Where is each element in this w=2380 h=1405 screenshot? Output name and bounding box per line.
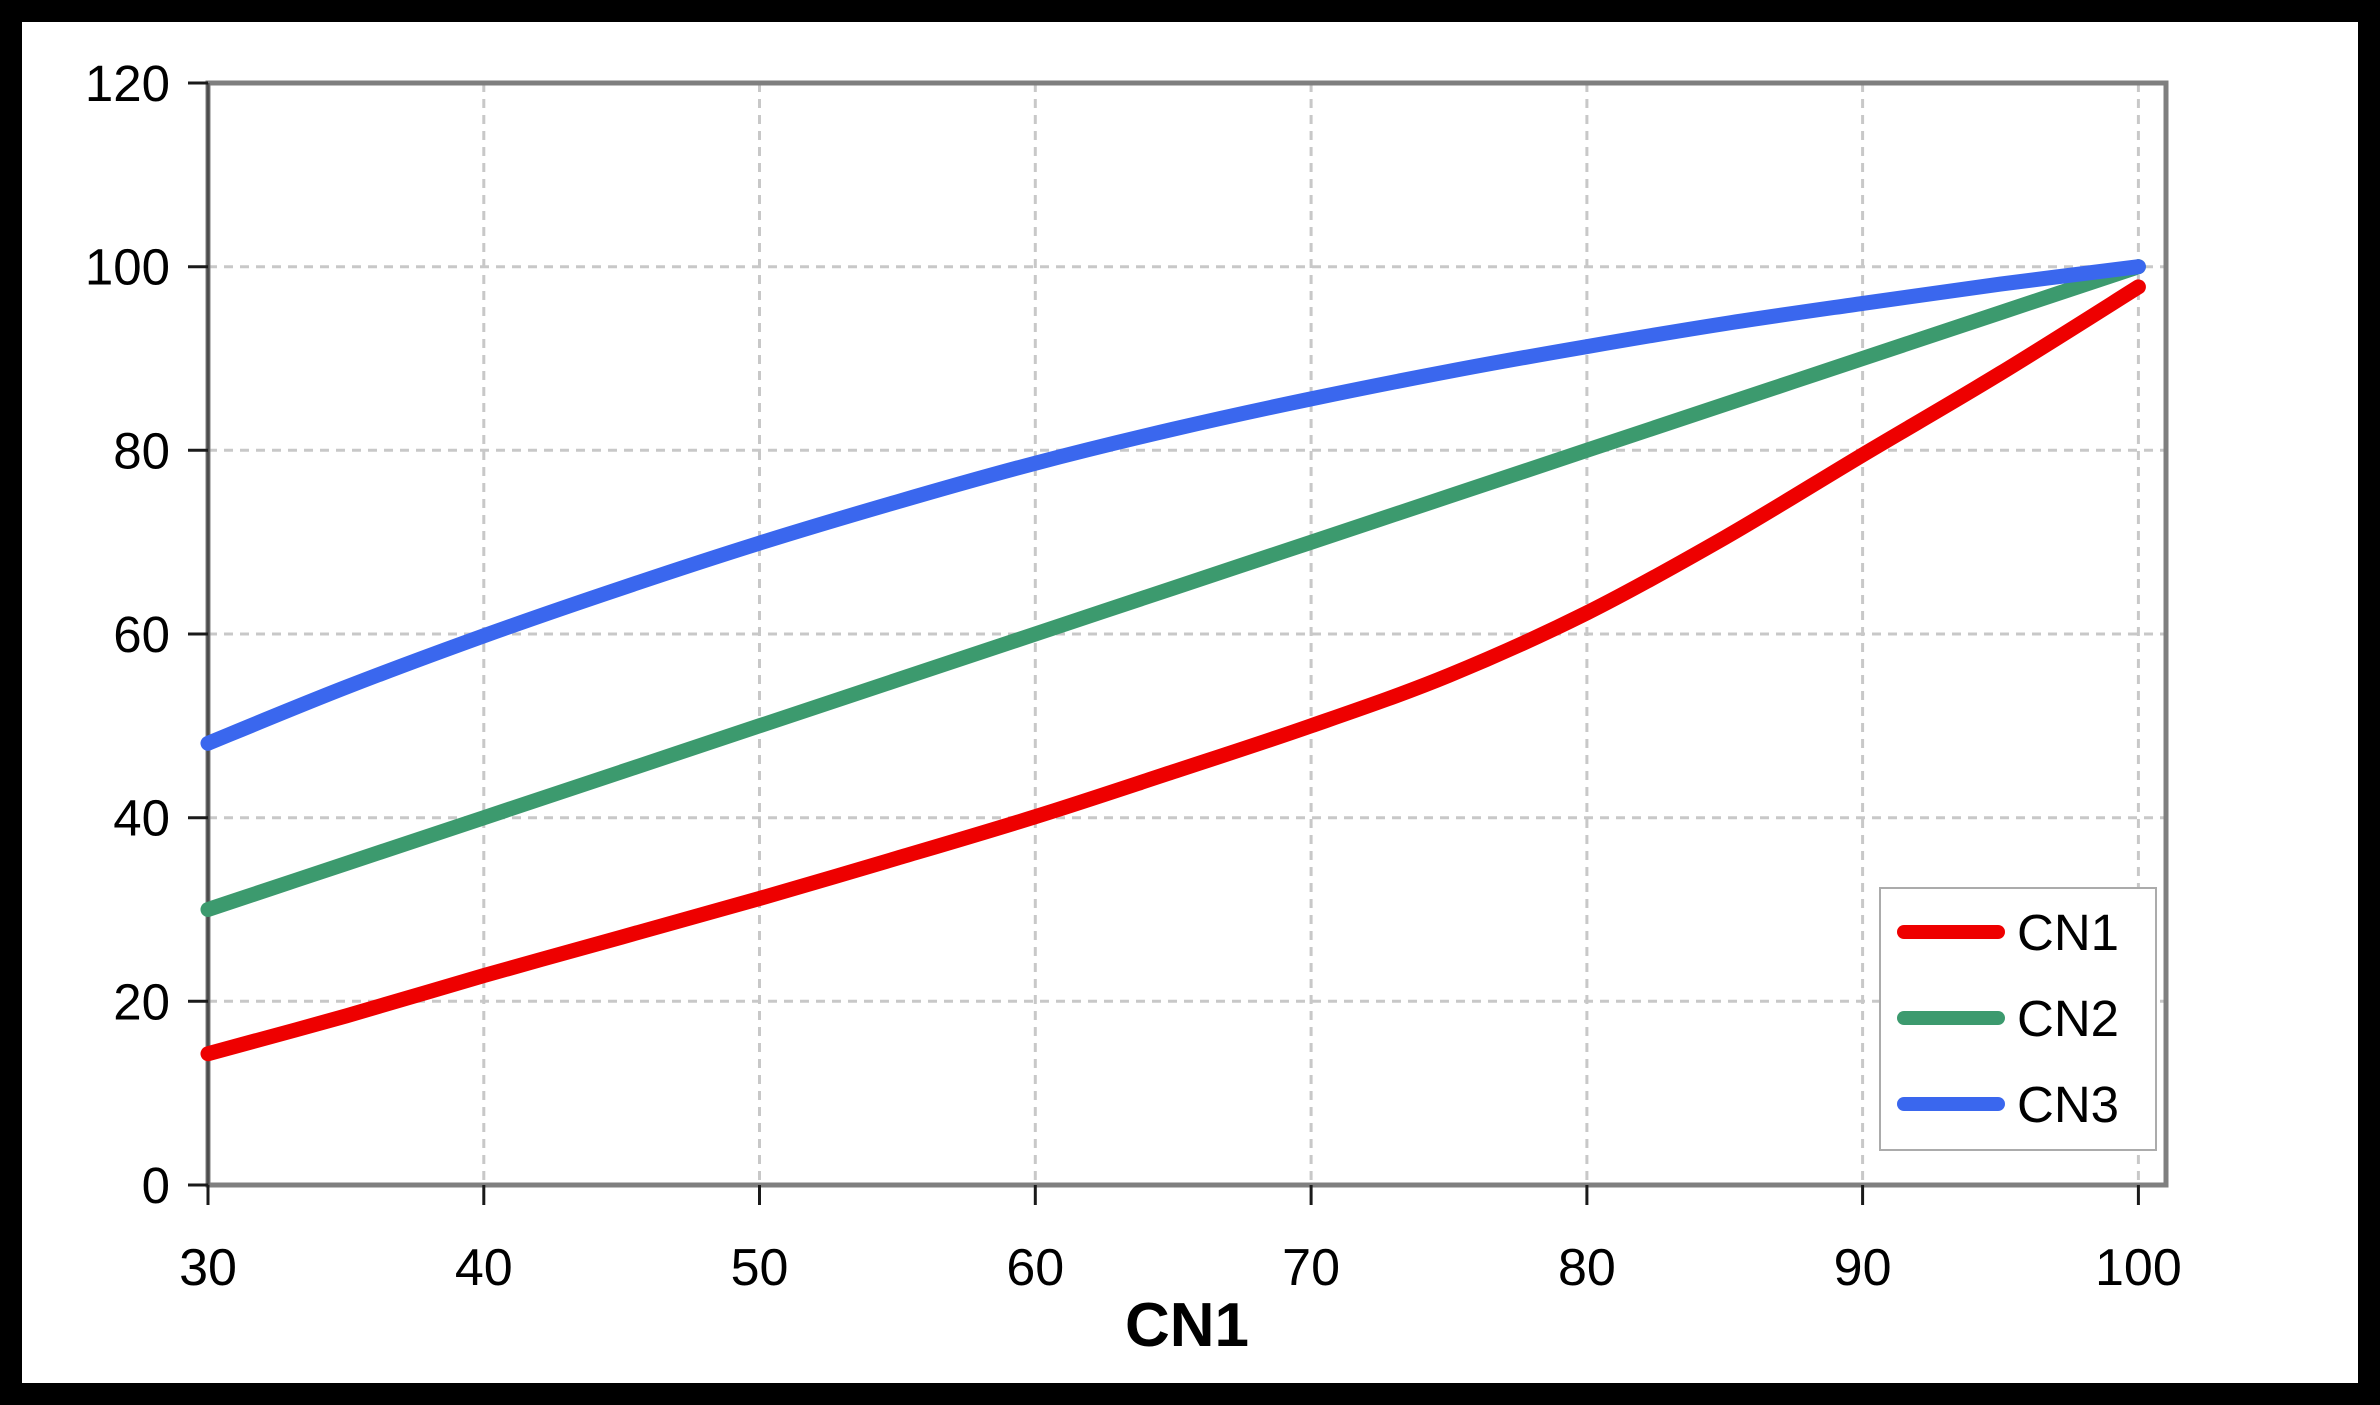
y-tick-label-120: 120 — [85, 55, 170, 112]
data-series — [200, 259, 2146, 1062]
y-tick-label-20: 20 — [113, 973, 170, 1030]
y-tick-label-100: 100 — [85, 239, 170, 296]
axis-ticks — [188, 81, 2140, 1205]
legend-line-sample-CN3 — [1897, 1097, 2005, 1111]
chart-background — [22, 22, 2358, 1383]
x-tick-label-30: 30 — [179, 1239, 237, 1297]
legend: CN1 CN2 CN3 — [1879, 887, 2157, 1151]
x-tick-label-80: 80 — [1558, 1239, 1616, 1297]
x-tick-label-60: 60 — [1006, 1239, 1064, 1297]
legend-item-CN1: CN1 — [1881, 889, 2155, 975]
series-line-CN2 — [200, 259, 2146, 917]
legend-line-sample-CN1 — [1897, 925, 2005, 939]
x-tick-label-70: 70 — [1282, 1239, 1340, 1297]
y-tick-label-60: 60 — [113, 606, 170, 663]
legend-label: CN1 — [2017, 903, 2120, 961]
y-tick-label-40: 40 — [113, 790, 170, 847]
legend-label: CN2 — [2017, 989, 2120, 1047]
x-tick-label-100: 100 — [2095, 1239, 2182, 1297]
x-tick-label-90: 90 — [1834, 1239, 1892, 1297]
legend-line-sample-CN2 — [1897, 1011, 2005, 1025]
x-tick-label-50: 50 — [731, 1239, 789, 1297]
series-line-CN3 — [200, 259, 2146, 751]
legend-label: CN3 — [2017, 1075, 2120, 1133]
series-line-CN1 — [200, 279, 2146, 1062]
legend-item-CN3: CN3 — [1881, 1061, 2155, 1147]
y-tick-label-80: 80 — [113, 422, 170, 479]
x-tick-label-40: 40 — [455, 1239, 513, 1297]
legend-item-CN2: CN2 — [1881, 975, 2155, 1061]
y-tick-label-0: 0 — [142, 1157, 170, 1214]
axis-tick-labels: 0 20 40 60 80 100 120 30 40 50 60 70 80 90 100 — [85, 55, 2182, 1297]
x-axis-title: CN1 — [1124, 1291, 1250, 1360]
